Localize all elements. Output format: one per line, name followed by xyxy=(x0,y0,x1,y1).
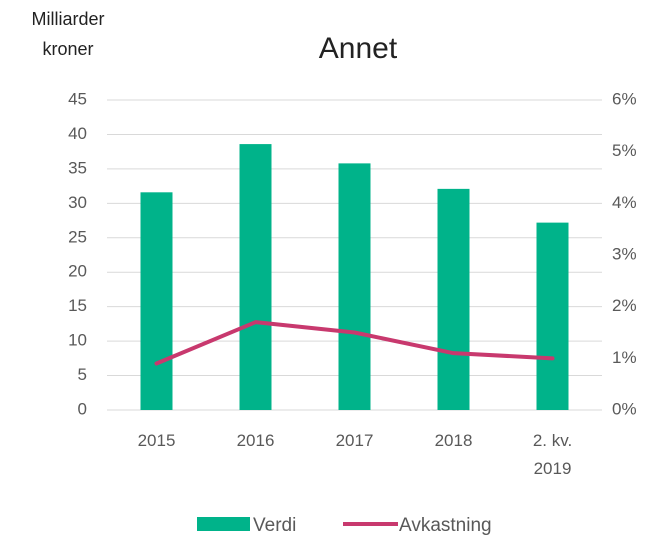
bar xyxy=(536,222,569,410)
y-tick-label: 10 xyxy=(68,331,87,350)
y2-tick-label: 6% xyxy=(612,89,637,108)
y-tick-label: 40 xyxy=(68,124,87,143)
x-tick-label: 2016 xyxy=(237,431,275,450)
legend-label: Verdi xyxy=(253,515,296,536)
y-tick-label: 35 xyxy=(68,158,87,177)
y-axis-label: Milliarder xyxy=(31,9,104,29)
x-tick-label: 2017 xyxy=(336,431,374,450)
y2-tick-label: 2% xyxy=(612,296,637,315)
y-tick-label: 30 xyxy=(68,193,87,212)
legend-swatch xyxy=(197,517,250,531)
chart-title: Annet xyxy=(319,32,398,65)
line xyxy=(154,320,555,366)
y2-tick-label: 3% xyxy=(612,244,637,263)
x-tick-label: 2018 xyxy=(435,431,473,450)
y-tick-label: 5 xyxy=(78,365,87,384)
bar xyxy=(338,163,371,410)
y2-tick-label: 4% xyxy=(612,193,637,212)
y2-tick-label: 1% xyxy=(612,348,637,367)
x-tick-label: 2015 xyxy=(138,431,176,450)
bar xyxy=(140,192,173,410)
y2-tick-label: 5% xyxy=(612,141,637,160)
y-tick-label: 0 xyxy=(78,399,87,418)
y-tick-label: 25 xyxy=(68,227,87,246)
y-tick-label: 45 xyxy=(68,89,87,108)
y-axis-label: kroner xyxy=(42,39,93,59)
y-tick-label: 20 xyxy=(68,262,87,281)
y2-tick-label: 0% xyxy=(612,399,637,418)
y-tick-label: 15 xyxy=(68,296,87,315)
x-tick-label: 2. kv. 2019 xyxy=(533,431,572,478)
legend-label: Avkastning xyxy=(399,515,492,536)
bar xyxy=(437,188,470,410)
bar xyxy=(239,144,272,411)
